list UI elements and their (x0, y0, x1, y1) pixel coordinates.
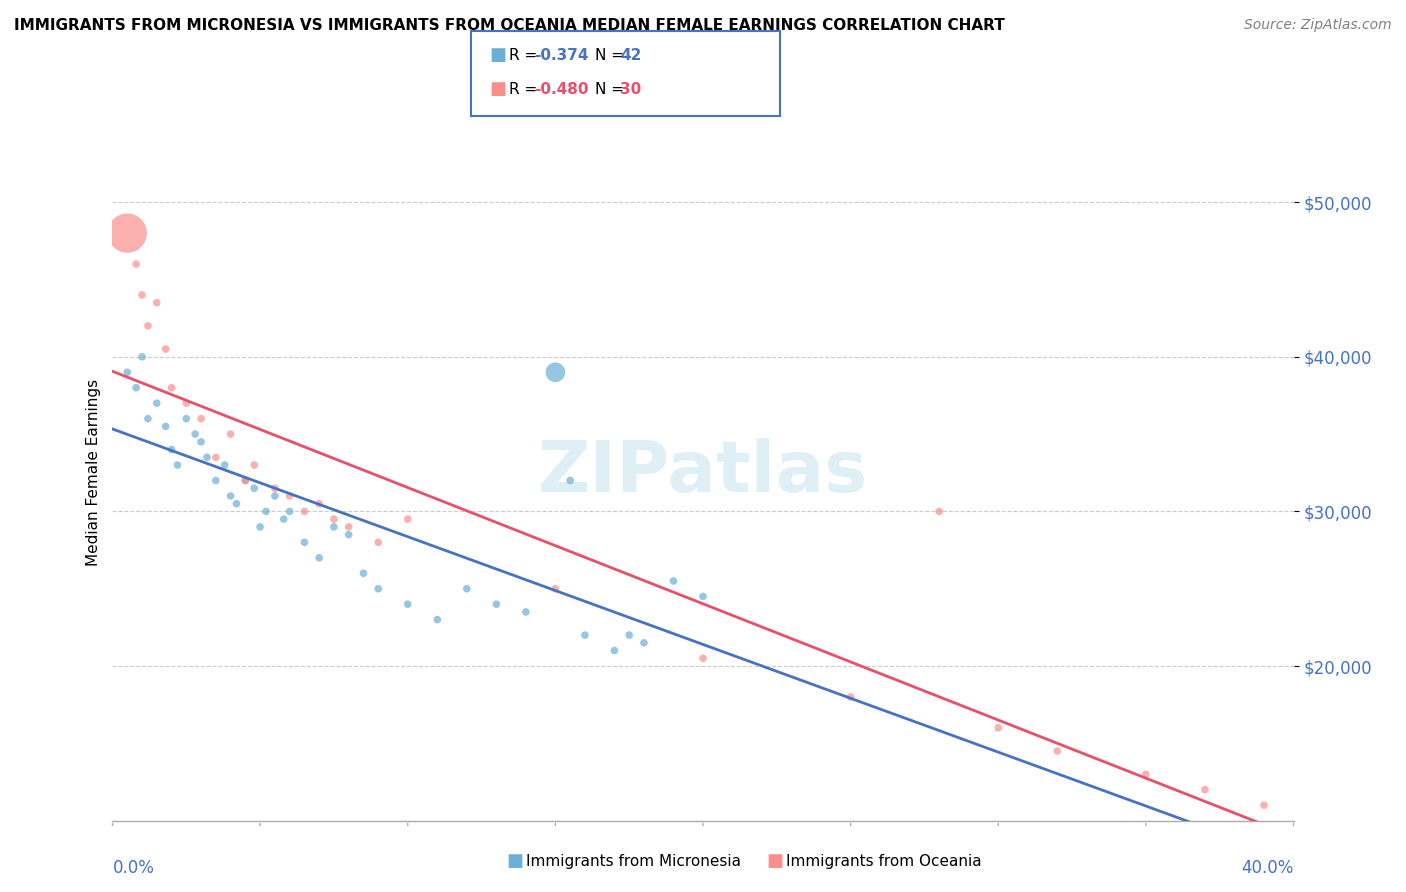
Point (292, 535, 315, 549)
Point (146, 295, 169, 310)
Point (337, 520, 360, 534)
Text: -0.480: -0.480 (534, 82, 589, 97)
Point (619, 628, 641, 642)
Point (125, 381, 148, 395)
Point (117, 365, 138, 379)
Text: Source: ZipAtlas.com: Source: ZipAtlas.com (1244, 18, 1392, 32)
Point (155, 342, 177, 356)
Point (243, 458, 266, 472)
Point (225, 497, 247, 511)
Point (1135, 767, 1157, 781)
Point (574, 628, 596, 642)
Text: ■: ■ (489, 46, 506, 64)
Point (558, 474, 582, 488)
Point (544, 365, 567, 379)
Text: R =: R = (509, 82, 543, 97)
Point (219, 489, 242, 503)
Point (249, 520, 271, 534)
Text: Immigrants from Micronesia: Immigrants from Micronesia (526, 854, 741, 869)
Point (136, 318, 159, 333)
Point (190, 411, 212, 425)
Point (308, 550, 330, 565)
Point (396, 512, 419, 526)
Point (692, 590, 714, 604)
Point (662, 574, 685, 588)
Text: IMMIGRANTS FROM MICRONESIA VS IMMIGRANTS FROM OCEANIA MEDIAN FEMALE EARNINGS COR: IMMIGRANTS FROM MICRONESIA VS IMMIGRANTS… (14, 18, 1005, 33)
Point (337, 527, 360, 541)
Text: ■: ■ (489, 80, 506, 98)
Text: R =: R = (509, 48, 543, 63)
Point (323, 512, 346, 526)
Point (264, 481, 287, 495)
Point (1253, 798, 1275, 813)
Text: ■: ■ (766, 852, 783, 870)
Point (254, 504, 277, 518)
Text: -0.374: -0.374 (534, 48, 589, 63)
Point (603, 643, 626, 657)
Point (352, 566, 374, 581)
Point (292, 504, 315, 518)
Text: N =: N = (595, 48, 628, 63)
Y-axis label: Median Female Earnings: Median Female Earnings (86, 379, 101, 566)
Point (233, 474, 256, 488)
Point (136, 411, 159, 425)
Point (485, 597, 508, 611)
Point (190, 434, 212, 449)
Text: 0.0%: 0.0% (112, 859, 155, 878)
Point (219, 427, 242, 442)
Point (426, 613, 449, 627)
Point (396, 597, 419, 611)
Point (174, 411, 197, 425)
Point (174, 396, 197, 410)
Point (160, 381, 183, 395)
Point (1046, 744, 1069, 758)
Text: 30: 30 (620, 82, 641, 97)
Point (692, 651, 714, 665)
Point (131, 350, 153, 364)
Point (155, 419, 177, 434)
Text: 40.0%: 40.0% (1241, 859, 1294, 878)
Text: Immigrants from Oceania: Immigrants from Oceania (786, 854, 981, 869)
Point (323, 520, 346, 534)
Point (456, 582, 478, 596)
Point (184, 427, 207, 442)
Point (195, 450, 218, 465)
Text: N =: N = (595, 82, 628, 97)
Point (243, 481, 266, 495)
Point (146, 396, 169, 410)
Text: 42: 42 (620, 48, 641, 63)
Point (278, 489, 301, 503)
Point (264, 489, 287, 503)
Point (278, 504, 301, 518)
Point (308, 497, 330, 511)
Point (987, 721, 1010, 735)
Point (367, 535, 389, 549)
Point (928, 504, 950, 518)
Text: ZIPatlas: ZIPatlas (538, 438, 868, 508)
Point (633, 636, 655, 650)
Point (839, 690, 862, 704)
Point (160, 442, 183, 457)
Point (205, 450, 228, 465)
Point (125, 257, 148, 271)
Point (131, 288, 153, 302)
Point (544, 582, 567, 596)
Point (1194, 782, 1216, 797)
Point (367, 582, 389, 596)
Point (214, 458, 236, 472)
Text: ■: ■ (506, 852, 523, 870)
Point (117, 226, 138, 240)
Point (233, 474, 256, 488)
Point (205, 474, 228, 488)
Point (166, 458, 188, 472)
Point (515, 605, 537, 619)
Point (273, 512, 295, 526)
